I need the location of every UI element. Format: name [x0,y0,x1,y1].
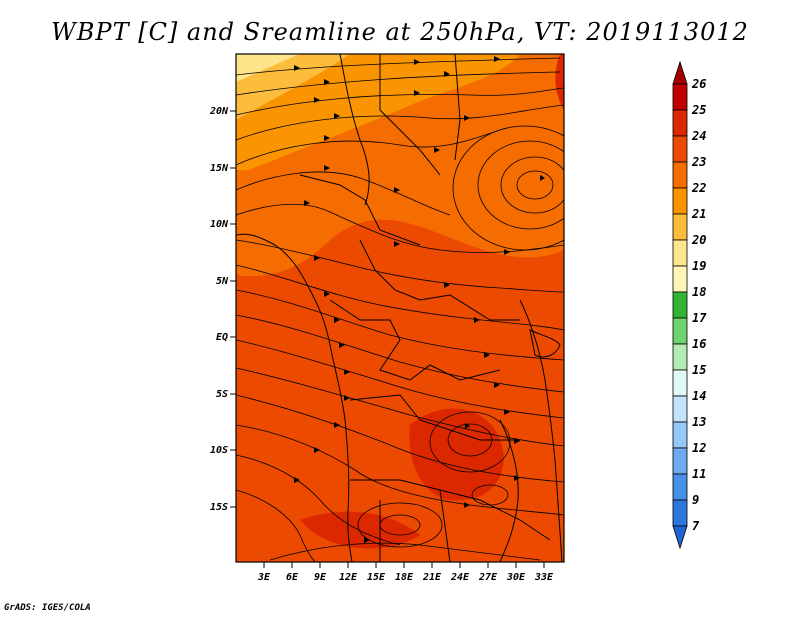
lon-label: 30E [506,572,526,583]
colorbar-bottom-arrow [672,525,688,550]
colorbar-top-arrow [672,60,688,85]
colorbar-segment [672,187,688,215]
colorbar-segment [672,473,688,501]
colorbar-segment [672,239,688,267]
colorbar-label: 14 [692,389,706,403]
colorbar-segment [672,421,688,449]
colorbar-segment [672,109,688,137]
colorbar-segment [672,161,688,189]
colorbar-label: 25 [691,103,706,117]
colorbar-label: 15 [692,363,706,377]
wbpt-shading [236,54,564,562]
grads-credit: GrADS: IGES/COLA [4,603,91,613]
lon-label: 3E [257,572,271,583]
colorbar-segment [672,447,688,475]
lat-label: 20N [209,106,229,117]
colorbar-label: 9 [692,493,699,507]
lon-label: 12E [339,572,358,583]
lat-label: 5S [216,389,228,400]
colorbar-segment [672,265,688,293]
lon-label: 21E [422,572,442,583]
lon-label: 24E [450,572,470,583]
lon-label: 9E [314,572,327,583]
lon-label: 18E [395,572,414,583]
lat-label: 5N [216,276,229,287]
colorbar-segment [672,317,688,345]
colorbar-segment [672,343,688,371]
lon-label: 15E [367,572,386,583]
colorbar-segment [672,135,688,163]
colorbar-label: 17 [692,311,707,325]
colorbar-label: 22 [691,181,706,195]
colorbar-segment [672,499,688,527]
colorbar-label: 23 [691,155,706,169]
colorbar-label: 21 [691,207,706,221]
lat-label: 15S [210,502,228,513]
lat-label: EQ [216,332,228,343]
colorbar-segment [672,369,688,397]
lat-axis [230,110,236,508]
lon-label: 33E [534,572,554,583]
colorbar-label: 11 [692,467,706,481]
streamlines [236,57,564,562]
colorbar-label: 13 [692,415,706,429]
lat-label: 15N [210,163,229,174]
colorbar-label: 19 [692,259,706,273]
colorbar-segment [672,213,688,241]
lon-label: 27E [478,572,498,583]
lon-axis [263,562,545,568]
colorbar: 26 25 24 23 22 21 20 19 18 17 16 15 14 13 12 11 9 7 [672,60,707,550]
chart-title: WBPT [C] and Sreamline at 250hPa, VT: 20… [51,18,749,46]
colorbar-label: 20 [691,233,706,247]
colorbar-label: 7 [692,519,700,533]
colorbar-segment [672,291,688,319]
colorbar-segment [672,395,688,423]
colorbar-label: 24 [691,129,706,143]
country-boundaries [236,54,563,562]
lat-label: 10N [210,219,229,230]
map-frame [235,53,565,563]
lon-label: 6E [286,572,299,583]
colorbar-segment [672,83,688,111]
colorbar-label: 26 [691,77,706,91]
colorbar-label: 12 [692,441,706,455]
colorbar-label: 18 [692,285,706,299]
lat-label: 10S [210,445,228,456]
colorbar-label: 16 [692,337,706,351]
